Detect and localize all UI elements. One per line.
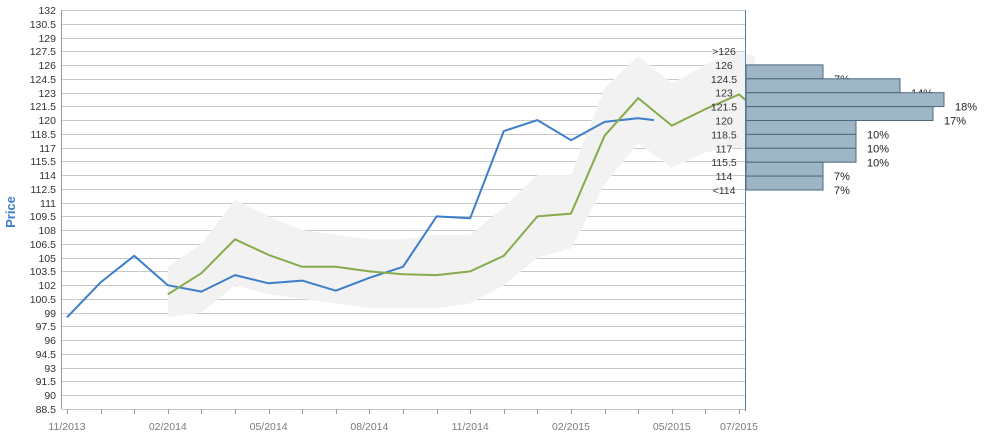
histogram-bin-label: 115.5 xyxy=(711,157,737,169)
price-range-band xyxy=(167,51,755,318)
range-band-area xyxy=(167,51,755,318)
histogram-bar xyxy=(745,120,857,135)
y-tick-label: 126 xyxy=(38,60,56,72)
x-tick-label: 05/2015 xyxy=(653,421,691,433)
y-tick-label: 124.5 xyxy=(30,74,56,86)
histogram-bin-label: 124.5 xyxy=(711,74,737,86)
y-tick-label: 105 xyxy=(38,253,56,265)
histogram-bin-label: 114 xyxy=(716,171,733,183)
histogram-bar xyxy=(745,147,857,163)
y-tick-label: 123 xyxy=(38,88,56,100)
y-axis-title: Price xyxy=(3,196,18,228)
y-tick-label: 117 xyxy=(39,143,56,155)
histogram-percent-label: 17% xyxy=(944,116,966,128)
y-tick-label: 120 xyxy=(38,115,56,127)
y-tick-label: 99 xyxy=(44,308,56,320)
histogram-bar xyxy=(745,161,824,177)
y-tick-label: 91.5 xyxy=(36,376,57,388)
y-tick-label: 97.5 xyxy=(36,321,57,333)
x-tick-label: 11/2014 xyxy=(452,421,489,433)
y-tick-label: 114 xyxy=(39,170,56,182)
series-line-1 xyxy=(66,117,655,318)
y-tick-label: 103.5 xyxy=(30,266,56,278)
histogram-bin-label: 123 xyxy=(715,88,733,100)
y-tick-label: 102 xyxy=(38,280,56,292)
y-tick-label: 118.5 xyxy=(31,129,57,141)
series-lines xyxy=(66,93,756,318)
histogram-bin-label: 121.5 xyxy=(711,102,737,114)
series-line-2 xyxy=(167,93,756,296)
histogram-bar xyxy=(745,78,901,94)
y-tick-label: 96 xyxy=(44,335,56,347)
y-tick-label: 112.5 xyxy=(31,184,57,196)
y-tick-label: 130.5 xyxy=(30,19,56,31)
x-tick-label: 11/2013 xyxy=(48,421,85,433)
histogram-percent-label: 7% xyxy=(834,185,850,197)
histogram-bar xyxy=(745,64,824,80)
y-tick-label: 93 xyxy=(44,363,56,375)
y-tick-label: 109.5 xyxy=(30,211,56,223)
x-tick-label: 07/2015 xyxy=(720,421,758,433)
histogram-percent-label: 10% xyxy=(867,129,889,141)
x-axis-tick-labels: 11/2013 02/2014 05/2014 08/2014 11/2014 02/20… xyxy=(48,421,758,433)
x-tick-label: 08/2014 xyxy=(350,421,388,433)
histogram-bin-label: 117 xyxy=(716,143,733,155)
y-tick-label: 121.5 xyxy=(30,101,56,113)
histogram-bin-label: 118.5 xyxy=(711,129,737,141)
histogram-bin-label: <114 xyxy=(713,185,736,197)
y-tick-label: 132 xyxy=(38,5,56,17)
price-distribution-histogram: >1261267%124.514%12318%121.517%12010%118… xyxy=(711,46,977,197)
y-tick-label: 129 xyxy=(38,33,56,45)
histogram-percent-label: 10% xyxy=(867,157,889,169)
histogram-percent-label: 18% xyxy=(955,102,977,114)
y-tick-label: 94.5 xyxy=(36,349,57,361)
histogram-bar xyxy=(745,92,945,108)
histogram-bin-label: 126 xyxy=(715,60,733,72)
histogram-bar xyxy=(745,106,934,121)
histogram-bar xyxy=(745,133,857,149)
x-tick-label: 05/2014 xyxy=(250,421,288,433)
y-tick-label: 111 xyxy=(40,198,56,210)
y-tick-label: 106.5 xyxy=(30,239,56,251)
histogram-bar xyxy=(745,175,824,191)
x-tick-label: 02/2014 xyxy=(149,421,187,433)
histogram-bin-label: 120 xyxy=(715,116,733,128)
y-tick-label: 108 xyxy=(38,225,56,237)
y-tick-label: 88.5 xyxy=(36,404,57,416)
y-tick-label: 100.5 xyxy=(30,294,56,306)
histogram-percent-label: 10% xyxy=(867,143,889,155)
histogram-percent-label: 7% xyxy=(834,171,850,183)
histogram-bin-label: >126 xyxy=(712,46,736,58)
x-tick-label: 02/2015 xyxy=(552,421,590,433)
y-tick-label: 90 xyxy=(44,390,56,402)
y-tick-label: 127.5 xyxy=(30,46,56,58)
y-tick-label: 115.5 xyxy=(31,156,57,168)
